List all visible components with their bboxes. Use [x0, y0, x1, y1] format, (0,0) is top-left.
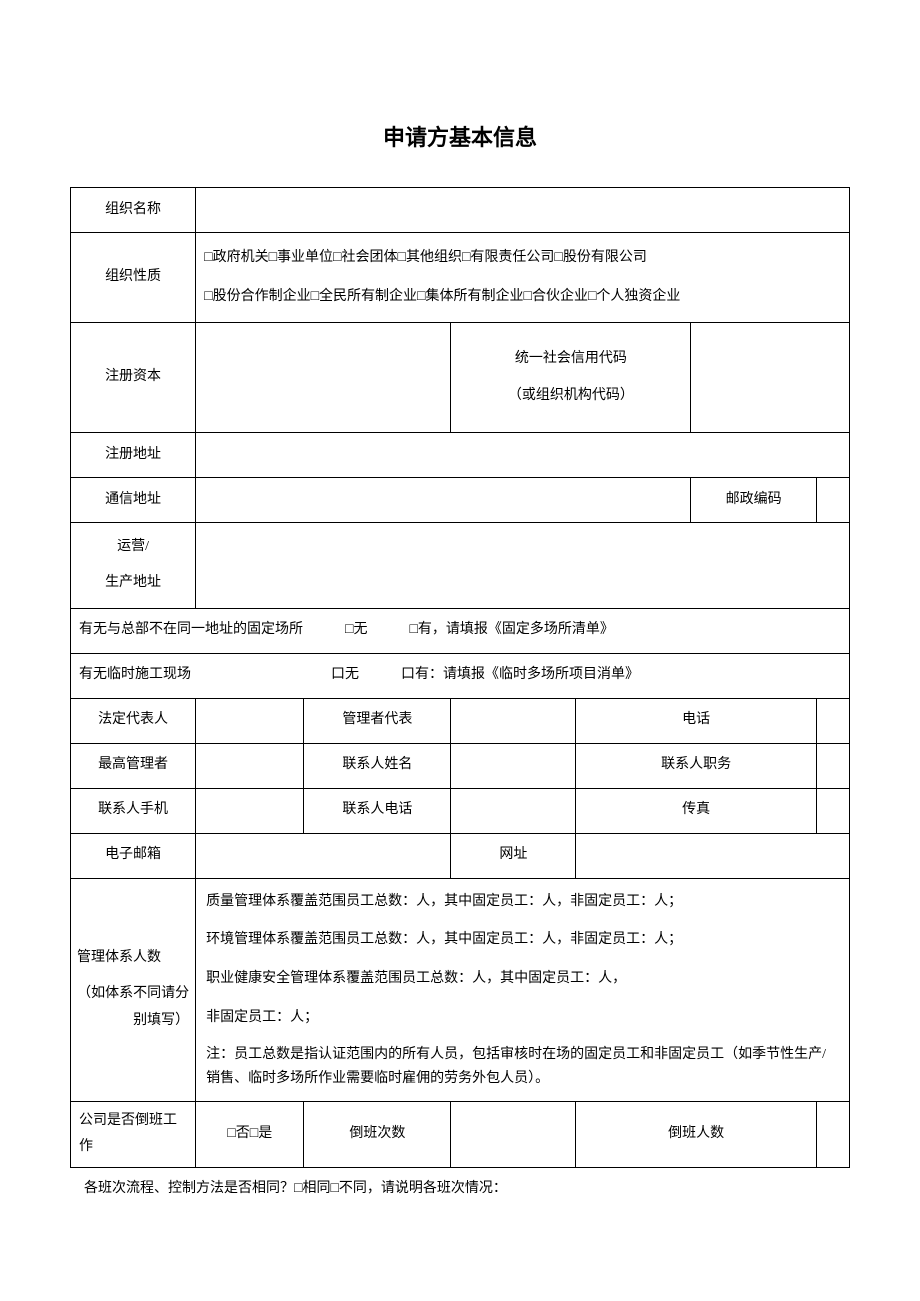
field-contact-name[interactable]: [451, 743, 576, 788]
label-contact-mobile: 联系人手机: [71, 788, 196, 833]
field-legal-rep[interactable]: [196, 698, 304, 743]
form-table: 组织名称 组织性质 □政府机关□事业单位□社会团体□其他组织□有限责任公司□股份…: [70, 187, 850, 1168]
field-phone[interactable]: [816, 698, 849, 743]
label-op-address: 运营/ 生产地址: [71, 522, 196, 608]
label-credit-code: 统一社会信用代码 （或组织机构代码）: [451, 323, 691, 433]
field-reg-address[interactable]: [196, 432, 850, 477]
field-mgmt-rep[interactable]: [451, 698, 576, 743]
field-contact-mobile[interactable]: [196, 788, 304, 833]
field-shift-yesno[interactable]: □否□是: [196, 1101, 304, 1167]
label-contact-name: 联系人姓名: [304, 743, 451, 788]
field-reg-capital[interactable]: [196, 323, 451, 433]
field-org-name[interactable]: [196, 188, 850, 233]
field-top-mgmt[interactable]: [196, 743, 304, 788]
field-contact-phone[interactable]: [451, 788, 576, 833]
label-shift-count: 倒班次数: [304, 1101, 451, 1167]
org-type-options-1[interactable]: □政府机关□事业单位□社会团体□其他组织□有限责任公司□股份有限公司: [204, 245, 841, 272]
doc-title: 申请方基本信息: [70, 120, 850, 152]
footer-note: 各班次流程、控制方法是否相同？□相同□不同，请说明各班次情况：: [70, 1176, 850, 1201]
field-sys-people[interactable]: 质量管理体系覆盖范围员工总数：人，其中固定员工：人，非固定员工：人； 环境管理体…: [196, 878, 850, 1101]
field-contact-title[interactable]: [816, 743, 849, 788]
label-website: 网址: [451, 833, 576, 878]
field-fax[interactable]: [816, 788, 849, 833]
label-org-type: 组织性质: [71, 233, 196, 323]
field-shift-count[interactable]: [451, 1101, 576, 1167]
field-shift-people[interactable]: [816, 1101, 849, 1167]
field-email[interactable]: [196, 833, 451, 878]
label-email: 电子邮箱: [71, 833, 196, 878]
label-contact-title: 联系人职务: [576, 743, 816, 788]
label-contact-phone: 联系人电话: [304, 788, 451, 833]
row-fixed-location[interactable]: 有无与总部不在同一地址的固定场所 □无 □有，请填报《固定多场所清单》: [71, 608, 850, 653]
label-legal-rep: 法定代表人: [71, 698, 196, 743]
label-mgmt-rep: 管理者代表: [304, 698, 451, 743]
label-reg-capital: 注册资本: [71, 323, 196, 433]
field-credit-code[interactable]: [691, 323, 850, 433]
label-shift-work: 公司是否倒班工作: [71, 1101, 196, 1167]
label-postcode: 邮政编码: [691, 477, 816, 522]
field-postcode[interactable]: [816, 477, 849, 522]
org-type-options-2[interactable]: □股份合作制企业□全民所有制企业□集体所有制企业□合伙企业□个人独资企业: [204, 284, 841, 311]
field-mail-address[interactable]: [196, 477, 691, 522]
label-phone: 电话: [576, 698, 816, 743]
label-fax: 传真: [576, 788, 816, 833]
label-top-mgmt: 最高管理者: [71, 743, 196, 788]
label-reg-address: 注册地址: [71, 432, 196, 477]
field-org-type[interactable]: □政府机关□事业单位□社会团体□其他组织□有限责任公司□股份有限公司 □股份合作…: [196, 233, 850, 323]
label-org-name: 组织名称: [71, 188, 196, 233]
label-shift-people: 倒班人数: [576, 1101, 816, 1167]
field-website[interactable]: [576, 833, 850, 878]
label-sys-people: 管理体系人数 （如体系不同请分别填写）: [71, 878, 196, 1101]
label-mail-address: 通信地址: [71, 477, 196, 522]
row-temp-site[interactable]: 有无临时施工现场 口无 口有：请填报《临时多场所项目消单》: [71, 653, 850, 698]
field-op-address[interactable]: [196, 522, 850, 608]
